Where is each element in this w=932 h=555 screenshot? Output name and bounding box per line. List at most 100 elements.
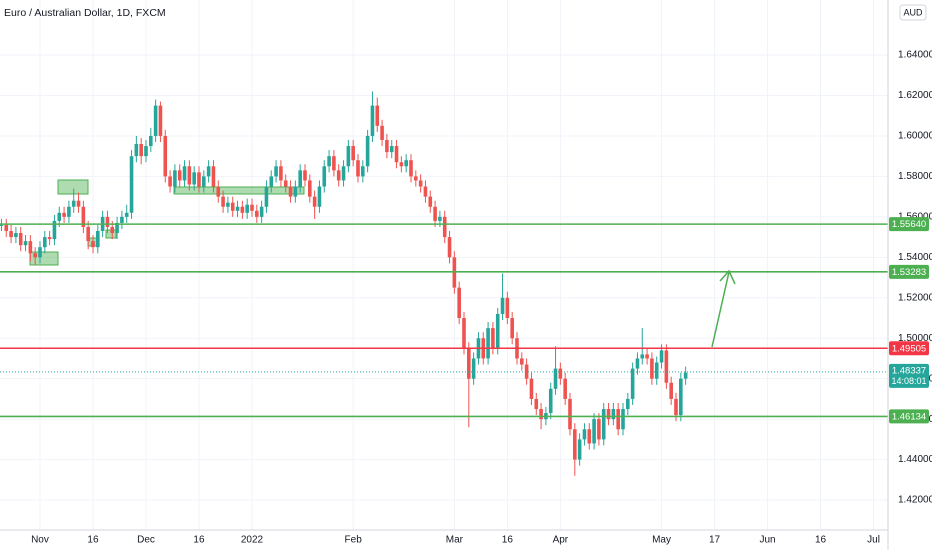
arrow [711, 269, 736, 348]
candle-body [303, 170, 307, 181]
candle-body [375, 105, 380, 126]
candle-body [553, 368, 558, 389]
y-tick-label: 1.60000 [898, 131, 932, 142]
candle-body [679, 378, 683, 416]
level-label-box [889, 409, 929, 424]
candle-body [404, 160, 408, 167]
candle-body [548, 388, 553, 414]
candle-body [177, 170, 182, 181]
candle-body [616, 409, 620, 430]
candle-body [86, 226, 90, 242]
candle-body [577, 439, 582, 460]
candle-body [573, 429, 577, 460]
candle-body [433, 206, 437, 221]
current-price-label: 1.48337 [892, 365, 926, 376]
candle-body [245, 204, 249, 213]
y-tick-label: 1.54000 [898, 252, 932, 263]
candle-body [308, 180, 312, 197]
levels [0, 223, 888, 418]
candle-body [683, 372, 688, 379]
candle-body [274, 166, 278, 177]
y-tick-label: 1.44000 [898, 454, 932, 465]
candle-body [173, 170, 177, 187]
level-label: 1.53283 [892, 267, 926, 278]
candle-body [592, 419, 596, 444]
candle-body [626, 398, 630, 410]
candle-body [18, 233, 23, 246]
candle-body [361, 166, 365, 177]
candle-body [202, 176, 206, 187]
candle-body [76, 200, 81, 207]
candle-body [33, 253, 37, 258]
candle-body [409, 160, 413, 177]
candle-body [442, 216, 447, 238]
candle-body [587, 429, 592, 444]
candle-body [500, 297, 505, 314]
candle-body [47, 237, 52, 240]
x-tick-label: 16 [815, 535, 827, 546]
candle-body [226, 202, 230, 207]
candle-body [298, 170, 302, 187]
candle-body [597, 419, 601, 440]
arrow-head [719, 269, 736, 285]
candle-body [370, 105, 375, 136]
candle-body [197, 172, 201, 187]
candle-body [385, 139, 389, 153]
candle-body [394, 146, 399, 163]
candle-body [529, 378, 534, 399]
candle-body [110, 226, 115, 234]
candles [0, 91, 688, 476]
x-tick-label: Feb [345, 535, 363, 546]
candle-body [9, 231, 13, 238]
candle-body [327, 156, 331, 167]
candle-body [601, 409, 606, 440]
candle-body [139, 144, 143, 157]
candle-body [510, 318, 514, 339]
candle-body [255, 210, 259, 217]
level-label-box [889, 217, 929, 232]
candle-body [52, 220, 57, 240]
candle-body [23, 241, 28, 246]
candle-body [606, 409, 611, 420]
x-tick-label: 16 [193, 535, 205, 546]
candle-body [62, 212, 66, 217]
candle-body [221, 196, 225, 207]
candle-body [91, 241, 95, 248]
candle-body [389, 146, 394, 153]
y-tick-label: 1.42000 [898, 495, 932, 506]
candle-body [269, 176, 274, 187]
y-tick-label: 1.52000 [898, 292, 932, 303]
candle-body [259, 206, 264, 217]
candle-body [630, 368, 635, 399]
candle-body [414, 176, 418, 181]
candle-body [486, 328, 490, 359]
candle-body [71, 200, 76, 207]
candle-body [640, 354, 645, 359]
candle-body [664, 350, 669, 383]
candle-body [341, 166, 346, 181]
candle-body [182, 166, 187, 181]
candle-body [206, 166, 211, 177]
countdown: 14:08:01 [891, 376, 926, 386]
candle-body [124, 212, 129, 217]
candle-body [57, 212, 62, 221]
candle-body [635, 358, 640, 369]
candle-body [279, 166, 283, 181]
candle-body [505, 297, 510, 318]
candle-body [438, 216, 442, 221]
candle-body [288, 186, 293, 197]
x-tick-label: Nov [31, 535, 49, 546]
candle-body [264, 186, 269, 207]
candle-body [129, 156, 134, 213]
level-label: 1.46134 [892, 411, 926, 422]
x-tick-label: May [652, 535, 671, 546]
candle-body [563, 378, 567, 399]
candle-body [168, 176, 172, 187]
currency-box[interactable] [899, 4, 927, 21]
y-tick-label: 1.64000 [898, 50, 932, 61]
candle-body [336, 170, 341, 181]
candle-body [81, 206, 86, 227]
candle-body [149, 135, 153, 147]
candle-body [534, 398, 539, 410]
